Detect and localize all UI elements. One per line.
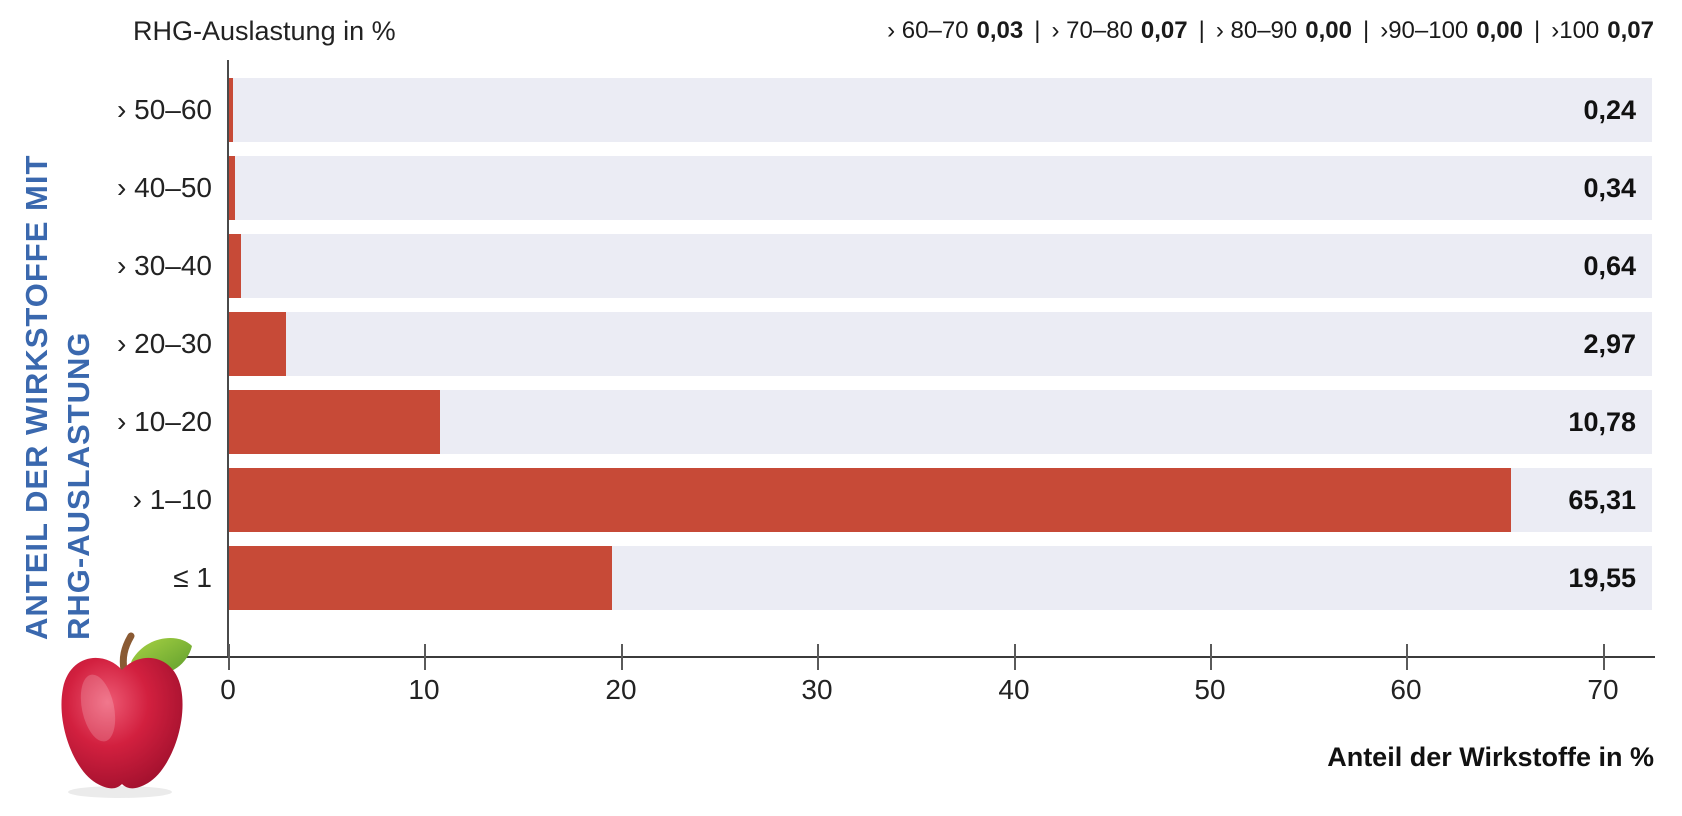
bar	[228, 78, 233, 142]
bar-row: › 20–30 2,97	[0, 312, 1682, 376]
legend-separator: |	[1362, 17, 1370, 44]
x-axis-tick-label: 50	[1194, 674, 1226, 705]
legend-value: 0,00	[1305, 17, 1352, 44]
bar	[228, 390, 440, 454]
bar	[228, 546, 612, 610]
x-axis-tick-label: 60	[1390, 674, 1422, 705]
bar-track: 65,31	[228, 468, 1652, 532]
category-label: › 30–40	[117, 250, 212, 281]
bar-row: › 10–20 10,78	[0, 390, 1682, 454]
apple-stem	[119, 632, 135, 674]
y-axis-line	[227, 60, 229, 658]
x-axis-tick	[1603, 644, 1605, 670]
value-label: 0,64	[1583, 251, 1636, 281]
value-label: 0,34	[1583, 173, 1636, 203]
category-label: › 40–50	[117, 172, 212, 203]
value-label: 0,24	[1583, 95, 1636, 125]
apple-image	[61, 632, 192, 798]
x-axis-line	[170, 656, 1655, 658]
bar-row: ≤ 1 19,55	[0, 546, 1682, 610]
bar	[228, 468, 1511, 532]
legend-extra-ranges: › 60–70 0,03 | › 70–80 0,07 | › 80–90 0,00 | ›90–…	[887, 17, 1654, 45]
x-axis-tick	[1406, 644, 1408, 670]
bar-track: 2,97	[228, 312, 1652, 376]
bar-track: 0,64	[228, 234, 1652, 298]
category-label: › 1–10	[132, 484, 212, 515]
x-axis-tick-label: 10	[408, 674, 440, 705]
category-label: › 50–60	[117, 94, 212, 125]
x-axis-title: Anteil der Wirkstoffe in %	[1327, 742, 1654, 772]
x-axis-tick	[424, 644, 426, 670]
x-axis-tick	[817, 644, 819, 670]
x-axis-tick-label: 20	[605, 674, 637, 705]
x-axis-tick	[1014, 644, 1016, 670]
legend-range: ›100	[1551, 17, 1600, 44]
value-label: 10,78	[1568, 407, 1636, 437]
bar	[228, 312, 287, 376]
x-axis-tick	[1210, 644, 1212, 670]
bar-row: › 40–50 0,34	[0, 156, 1682, 220]
x-axis-tick-label: 30	[801, 674, 833, 705]
bar-track: 19,55	[228, 546, 1652, 610]
value-label: 2,97	[1583, 329, 1636, 359]
category-label: › 10–20	[117, 406, 212, 437]
chart-title: RHG-Auslastung in %	[133, 16, 396, 46]
x-axis-tick	[228, 644, 230, 670]
value-label: 19,55	[1568, 563, 1636, 593]
bar-row: › 30–40 0,64	[0, 234, 1682, 298]
bar-row: › 50–60 0,24	[0, 78, 1682, 142]
bar-row: › 1–10 65,31	[0, 468, 1682, 532]
legend-range: ›90–100	[1380, 17, 1469, 44]
x-axis-tick-label: 40	[998, 674, 1030, 705]
apple-body	[61, 657, 183, 789]
bar-track: 0,34	[228, 156, 1652, 220]
legend-range: › 70–80	[1051, 17, 1133, 44]
bar-track: 10,78	[228, 390, 1652, 454]
legend-value: 0,00	[1476, 17, 1523, 44]
legend-range: › 80–90	[1215, 17, 1298, 44]
bar	[228, 234, 241, 298]
bar	[228, 156, 235, 220]
apple-shadow	[68, 786, 172, 798]
legend-separator: |	[1534, 17, 1541, 44]
x-axis-tick	[621, 644, 623, 670]
value-label: 65,31	[1568, 485, 1636, 515]
legend-value: 0,07	[1140, 17, 1188, 44]
legend-value: 0,07	[1607, 17, 1654, 44]
x-axis-tick-label: 70	[1587, 674, 1619, 705]
legend-range: › 60–70	[887, 17, 969, 44]
category-label: ≤ 1	[173, 562, 212, 593]
apple-highlight	[80, 674, 116, 742]
legend-value: 0,03	[976, 17, 1024, 44]
x-axis-tick-label: 0	[220, 674, 236, 705]
category-label: › 20–30	[117, 328, 212, 359]
legend-separator: |	[1034, 17, 1041, 44]
bar-track: 0,24	[228, 78, 1652, 142]
legend-separator: |	[1198, 17, 1205, 44]
